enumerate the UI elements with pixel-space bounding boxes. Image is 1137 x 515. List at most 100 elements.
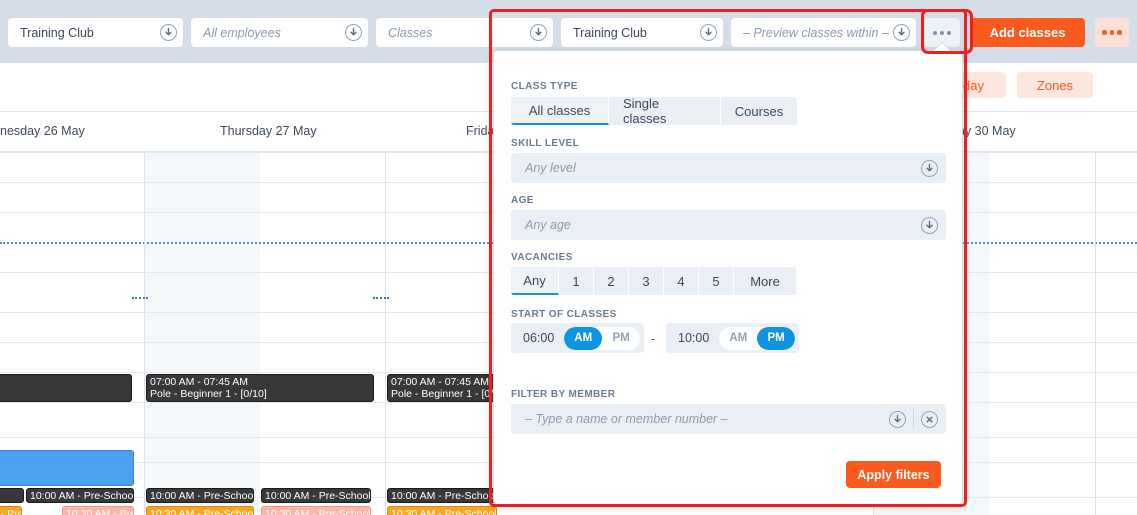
event-pole-beginner-thu[interactable]: 07:00 AM - 07:45 AM Pole - Beginner 1 - [… xyxy=(146,374,374,402)
more-filters-button[interactable] xyxy=(924,18,960,47)
event-preschool-d[interactable]: 10:00 AM - Pre-School Lev xyxy=(261,488,371,503)
panel-notch-icon xyxy=(934,43,950,51)
add-classes-label: Add classes xyxy=(989,25,1066,40)
column-shade xyxy=(144,152,260,515)
zones-button-label: Zones xyxy=(1036,77,1074,93)
to-meridiem-am[interactable]: AM xyxy=(719,326,758,350)
more-actions-button[interactable] xyxy=(1095,18,1129,47)
skill-level-select[interactable]: Any level xyxy=(511,153,946,183)
age-select[interactable]: Any age xyxy=(511,210,946,240)
vacancies-option-1[interactable]: 1 xyxy=(559,267,594,295)
event-link-line xyxy=(373,297,389,299)
skill-level-value: Any level xyxy=(525,161,576,175)
class-type-select[interactable]: Classes xyxy=(376,18,553,47)
vacancies-option-more[interactable]: More xyxy=(734,267,796,295)
event-pole-beginner-fri[interactable]: 07:00 AM - 07:45 AM Pole - Beginner 1 - [… xyxy=(387,374,497,402)
chevron-down-icon xyxy=(160,24,177,41)
event-title: 10:00 AM - Pre-School Le xyxy=(391,490,497,502)
to-meridiem-toggle: AM PM xyxy=(719,326,795,350)
event-preschool-f[interactable]: 30 AM - Pre-S xyxy=(0,506,22,515)
highlight-box-more-filters xyxy=(921,9,973,54)
chevron-down-icon xyxy=(921,159,938,177)
event-blue-block[interactable]: uh xyxy=(0,450,134,486)
segment-label: Single classes xyxy=(623,97,667,125)
segment-label: 4 xyxy=(677,273,685,289)
vacancies-option-any[interactable]: Any xyxy=(511,267,559,295)
vacancies-option-5[interactable]: 5 xyxy=(699,267,734,295)
segment-label: More xyxy=(750,273,780,289)
start-time-from-group: 06:00 AM PM xyxy=(511,323,644,353)
vacancies-option-4[interactable]: 4 xyxy=(664,267,699,295)
to-meridiem-pm[interactable]: PM xyxy=(757,326,795,350)
vacancies-segmented-control: Any 1 2 3 4 5 More xyxy=(511,267,796,295)
event-title: 10:00 AM - Pre-School Lev xyxy=(30,490,134,502)
event-title: 10:30 AM - Pre-School Le xyxy=(391,508,497,515)
event-title: 30 AM - Pre-S xyxy=(0,508,21,515)
employee-select[interactable]: All employees xyxy=(191,18,368,47)
location-select[interactable]: Training Club xyxy=(8,18,183,47)
event-pole-beginner-wed[interactable]: [0/10] xyxy=(0,374,132,402)
day-button-label: day xyxy=(963,77,984,93)
segment-label: 1 xyxy=(572,273,580,289)
zones-button[interactable]: Zones xyxy=(1017,72,1093,98)
class-type-segmented-control: All classes Single classes Courses xyxy=(511,97,797,125)
vacancies-option-2[interactable]: 2 xyxy=(594,267,629,295)
dot-icon xyxy=(933,30,937,35)
event-title: 10:30 AM - Pre-School Lev xyxy=(265,508,371,515)
event-preschool-i[interactable]: 10:30 AM - Pre-School Lev xyxy=(261,506,371,515)
from-meridiem-pm[interactable]: PM xyxy=(602,326,640,350)
dot-icon xyxy=(1102,30,1107,35)
event-preschool-j[interactable]: 10:30 AM - Pre-School Le xyxy=(387,506,497,515)
event-title: Pole - Beginner 1 - [0/10] xyxy=(150,388,267,400)
club-select[interactable]: Training Club xyxy=(561,18,723,47)
chevron-down-icon xyxy=(700,24,717,41)
filter-by-member-value: – Type a name or member number – xyxy=(525,412,728,426)
chevron-down-icon xyxy=(345,24,362,41)
event-preschool-h[interactable]: 10:30 AM - Pre-School Lev xyxy=(146,506,254,515)
filter-by-member-label: FILTER BY MEMBER xyxy=(511,389,616,400)
start-time-to-value[interactable]: 10:00 xyxy=(678,331,710,345)
chevron-down-icon xyxy=(893,24,910,41)
event-preschool-e[interactable]: 10:00 AM - Pre-School Le xyxy=(387,488,497,503)
preview-classes-within-select[interactable]: – Preview classes within – xyxy=(731,18,916,47)
segment-label: Courses xyxy=(734,103,784,119)
segment-label: 3 xyxy=(642,273,650,289)
chevron-down-icon xyxy=(921,216,938,234)
column-divider xyxy=(385,152,386,515)
from-meridiem-toggle: AM PM xyxy=(564,326,640,350)
class-type-option-single-classes[interactable]: Single classes xyxy=(609,97,721,125)
preview-select-value: – Preview classes within – xyxy=(743,25,889,40)
class-type-option-courses[interactable]: Courses xyxy=(721,97,797,125)
vacancies-option-3[interactable]: 3 xyxy=(629,267,664,295)
day-header-fri: Frida xyxy=(466,124,495,138)
event-preschool-g[interactable]: 10:30 AM - Pre-S xyxy=(62,506,134,515)
chevron-down-icon[interactable] xyxy=(889,410,906,428)
class-type-select-value: Classes xyxy=(388,25,433,40)
day-header-wed: nesday 26 May xyxy=(0,124,85,138)
event-title: [0/10] xyxy=(0,376,128,388)
from-meridiem-am[interactable]: AM xyxy=(564,326,603,350)
event-preschool-c[interactable]: 10:00 AM - Pre-School Lev xyxy=(146,488,254,503)
employee-select-value: All employees xyxy=(203,25,281,40)
event-title: 10:30 AM - Pre-School Lev xyxy=(150,508,254,515)
event-title: 10:00 AM - Pre-School Lev xyxy=(265,490,371,502)
event-title: uh xyxy=(0,452,130,464)
segment-label: Any xyxy=(523,272,546,288)
clear-icon[interactable] xyxy=(921,410,938,428)
event-title: 10:00 AM - Pre-School Lev xyxy=(150,490,254,502)
add-classes-button[interactable]: Add classes xyxy=(970,18,1085,47)
apply-filters-button[interactable]: Apply filters xyxy=(846,461,941,488)
segment-label: 2 xyxy=(607,273,615,289)
event-preschool-b[interactable]: 10:00 AM - Pre-School Lev xyxy=(26,488,134,503)
dot-icon xyxy=(940,30,944,35)
day-header-sun: ay 30 May xyxy=(958,124,1016,138)
vacancies-label: VACANCIES xyxy=(511,252,573,263)
divider xyxy=(913,409,914,429)
filter-by-member-input[interactable]: – Type a name or member number – xyxy=(511,404,946,434)
class-type-option-all-classes[interactable]: All classes xyxy=(511,97,609,125)
event-title: l Lev xyxy=(0,490,20,502)
event-preschool-a[interactable]: l Lev xyxy=(0,488,24,503)
start-time-from-value[interactable]: 06:00 xyxy=(523,331,555,345)
age-value: Any age xyxy=(525,218,571,232)
